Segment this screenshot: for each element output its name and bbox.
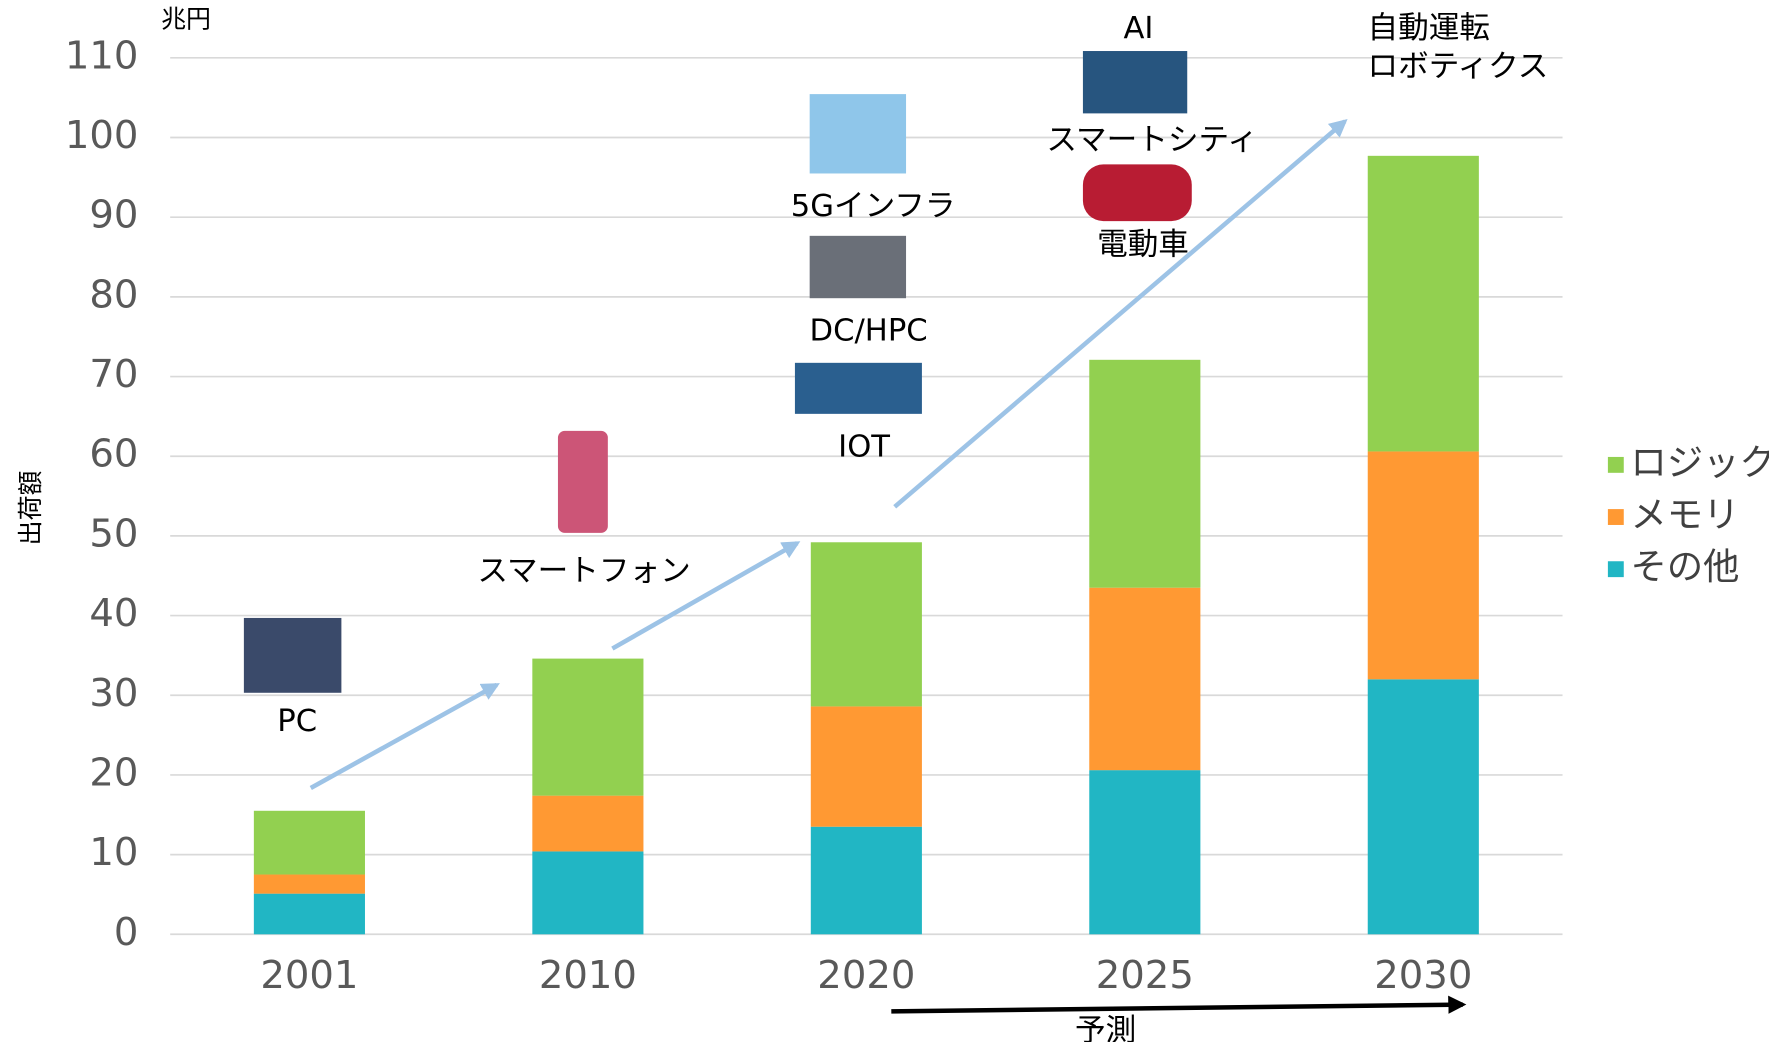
bar-segment [811, 542, 922, 706]
bar-segment [532, 659, 643, 796]
annotation: AI [1123, 11, 1153, 46]
bar-segment [1089, 588, 1200, 770]
y-tick-label: 70 [89, 352, 138, 397]
legend-label: メモリ [1631, 493, 1740, 536]
bar-segment [1089, 770, 1200, 934]
y-tick-label: 20 [89, 750, 138, 795]
x-tick-label: 2020 [817, 953, 915, 998]
annotation: スマートフォン [477, 554, 690, 589]
x-tick-label: 2001 [260, 953, 358, 998]
pc-icon [244, 618, 342, 693]
annotation: 自動運転 [1368, 11, 1490, 46]
5g-icon [810, 94, 906, 173]
ev-icon [1083, 164, 1192, 221]
forecast-arrow [891, 1005, 1462, 1012]
x-tick-label: 2025 [1096, 953, 1194, 998]
legend-swatch [1608, 561, 1624, 577]
legend-label: その他 [1631, 545, 1740, 588]
bar-segment [254, 875, 365, 894]
annotation: 電動車 [1097, 228, 1189, 263]
bar-segment [254, 894, 365, 935]
chart: 兆円 出荷額 010203040506070809010011020012010… [0, 0, 1769, 1042]
bar-segment [254, 811, 365, 875]
y-tick-label: 100 [65, 113, 139, 158]
y-unit: 兆円 [161, 4, 211, 33]
trend-arrow [311, 685, 497, 788]
x-tick-label: 2030 [1374, 953, 1472, 998]
bar-segment [811, 706, 922, 826]
y-tick-label: 80 [89, 272, 138, 317]
legend-swatch [1608, 509, 1624, 525]
bar-segment [1368, 679, 1479, 934]
bar-segment [1368, 156, 1479, 452]
x-tick-label: 2010 [539, 953, 637, 998]
y-tick-label: 110 [65, 33, 139, 78]
page: 兆円 出荷額 010203040506070809010011020012010… [0, 0, 1769, 1042]
annotation: 5Gインフラ [791, 189, 956, 224]
y-axis-label: 出荷額 [16, 471, 45, 546]
y-tick-label: 60 [89, 432, 138, 477]
legend-swatch [1608, 457, 1624, 473]
annotation: ロボティクス [1368, 50, 1549, 85]
annotation: 予測 [1075, 1013, 1136, 1042]
annotation: PC [277, 704, 317, 739]
y-tick-label: 0 [114, 910, 139, 955]
bar-segment [532, 851, 643, 934]
bar-segment [811, 827, 922, 935]
legend-label: ロジック [1631, 441, 1769, 484]
bar-segment [532, 796, 643, 852]
city-icon [1083, 51, 1187, 113]
bar-segment [1089, 360, 1200, 588]
y-tick-label: 50 [89, 511, 138, 556]
y-tick-label: 10 [89, 830, 138, 875]
y-tick-label: 30 [89, 671, 138, 716]
iot-icon [795, 363, 922, 414]
y-tick-label: 40 [89, 591, 138, 636]
bar-segment [1368, 451, 1479, 679]
annotation: DC/HPC [810, 314, 928, 349]
phone-icon [558, 431, 608, 533]
dc-icon [810, 236, 906, 298]
annotation: IOT [838, 429, 890, 464]
annotation: スマートシティ [1046, 123, 1258, 158]
y-tick-label: 90 [89, 193, 138, 238]
